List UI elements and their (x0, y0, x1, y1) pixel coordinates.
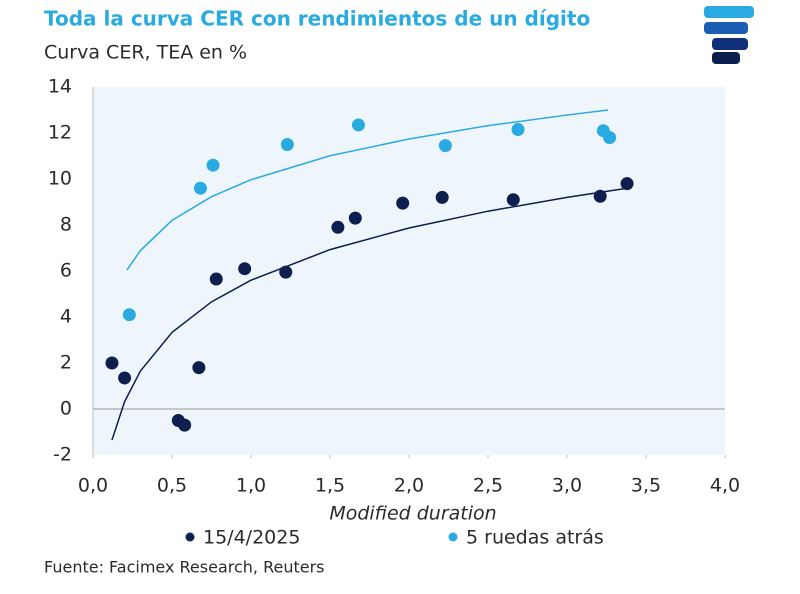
y-tick-label: -2 (53, 444, 72, 466)
logo (704, 6, 754, 64)
y-tick-label: 4 (60, 306, 72, 328)
point (438, 139, 452, 153)
point (331, 220, 345, 234)
legend-label: 15/4/2025 (203, 527, 300, 549)
point (348, 211, 362, 225)
x-tick-label: 1,5 (315, 475, 345, 497)
x-tick-label: 2,0 (394, 475, 424, 497)
source: Fuente: Facimex Research, Reuters (44, 558, 325, 577)
y-tick-label: 8 (60, 214, 72, 236)
plot-area (93, 87, 725, 455)
y-tick-label: 0 (60, 398, 72, 420)
chart-title: Toda la curva CER con rendimientos de un… (44, 7, 590, 31)
y-tick-label: 14 (48, 76, 72, 98)
point (118, 371, 132, 385)
x-tick-label: 1,0 (236, 475, 266, 497)
trend-line (111, 187, 628, 441)
legend-marker (185, 532, 195, 542)
y-tick-label: 12 (48, 122, 72, 144)
trend-line (126, 109, 609, 271)
point (178, 418, 192, 432)
x-axis-title: Modified duration (329, 503, 496, 525)
x-tick-label: 0,5 (157, 475, 187, 497)
point (206, 158, 220, 172)
point (351, 118, 365, 132)
x-tick-label: 3,0 (552, 475, 582, 497)
point (620, 177, 634, 191)
point (238, 262, 252, 276)
x-tick-label: 2,5 (473, 475, 503, 497)
point (603, 131, 617, 145)
point (193, 181, 207, 195)
point (396, 196, 410, 210)
point (209, 272, 223, 286)
point (435, 190, 449, 204)
legend-marker (448, 532, 458, 542)
x-tick-label: 3,5 (631, 475, 661, 497)
legend-label: 5 ruedas atrás (466, 527, 604, 549)
point (122, 308, 136, 322)
x-tick-label: 0,0 (78, 475, 108, 497)
x-tick-label: 4,0 (710, 475, 740, 497)
point (511, 123, 525, 137)
y-tick-label: 10 (48, 168, 72, 190)
point (192, 361, 206, 375)
y-tick-label: 2 (60, 352, 72, 374)
y-tick-label: 6 (60, 260, 72, 282)
point (506, 193, 520, 207)
chart-subtitle: Curva CER, TEA en % (44, 42, 247, 64)
point (593, 189, 607, 203)
point (280, 138, 294, 151)
point (279, 265, 293, 279)
point (105, 356, 119, 370)
